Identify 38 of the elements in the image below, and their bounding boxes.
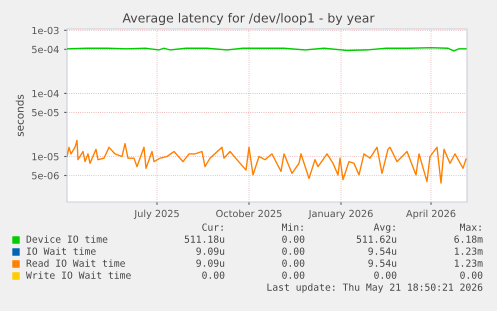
text: 0.00 bbox=[374, 271, 396, 279]
text: 9.54u bbox=[368, 259, 396, 267]
y-tick-label: 1e-04 bbox=[32, 90, 59, 98]
text: Min: bbox=[282, 223, 303, 231]
y-axis-title: seconds bbox=[16, 94, 24, 136]
text: Last update: Thu May 21 18:50:21 2026 bbox=[267, 283, 482, 293]
text: 511.18u bbox=[184, 235, 224, 243]
legend-label: Device IO time bbox=[26, 235, 108, 243]
x-tick-label: October 2025 bbox=[216, 210, 282, 218]
y-tick-label: 5e-04 bbox=[32, 46, 59, 54]
text: Avg: bbox=[374, 224, 395, 233]
text: 0.00 bbox=[202, 271, 224, 279]
x-tick-label: January 2026 bbox=[308, 210, 373, 220]
text: 0.00 bbox=[282, 235, 304, 243]
text: Cur: bbox=[202, 223, 223, 231]
x-tick-label: July 2025 bbox=[134, 210, 179, 220]
text: 9.09u bbox=[196, 259, 224, 267]
text: 1.23m bbox=[454, 247, 483, 255]
text: 0.00 bbox=[282, 271, 304, 279]
y-tick-label: 1e-03 bbox=[32, 26, 59, 34]
line-series bbox=[67, 140, 467, 184]
text: 6.18m bbox=[454, 235, 483, 243]
text: 0.00 bbox=[282, 259, 304, 267]
chart-title: Average latency for /dev/loop1 - by year bbox=[122, 12, 375, 26]
text: 0.00 bbox=[282, 247, 304, 255]
text: 9.54u bbox=[368, 247, 396, 255]
legend-label: Write IO Wait time bbox=[26, 271, 131, 279]
x-tick-label: April 2026 bbox=[406, 210, 456, 220]
text: Max: bbox=[460, 224, 481, 231]
text: 9.09u bbox=[196, 247, 224, 255]
y-tick-label: 1e-05 bbox=[32, 152, 59, 160]
legend-label: IO Wait time bbox=[26, 247, 96, 255]
text: 0.00 bbox=[460, 271, 482, 279]
y-tick-label: 5e-05 bbox=[32, 108, 59, 116]
legend-label: Read IO Wait time bbox=[26, 259, 125, 267]
text: 511.62u bbox=[356, 235, 396, 243]
text: 1.23m bbox=[454, 259, 483, 267]
y-tick-label: 5e-06 bbox=[32, 172, 59, 180]
